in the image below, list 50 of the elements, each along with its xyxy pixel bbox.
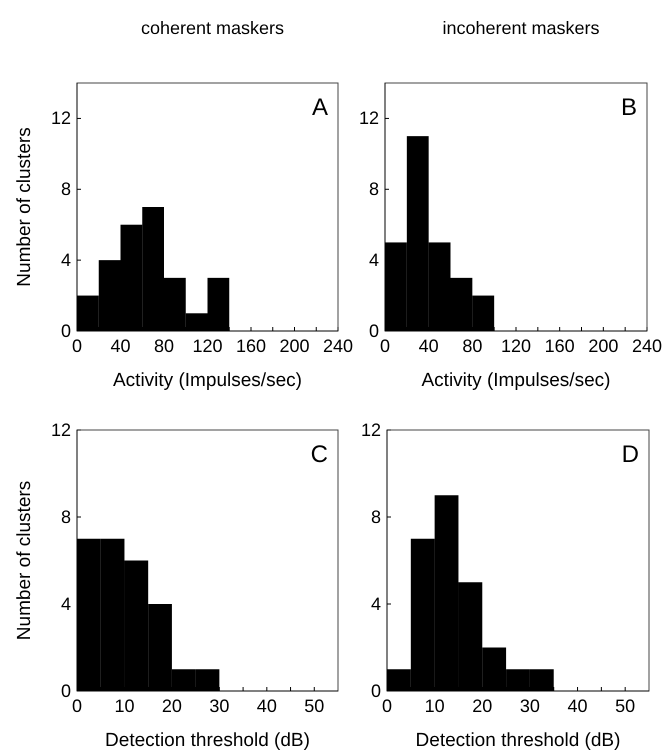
x-tick-label: 40	[256, 696, 277, 716]
x-tick-label: 40	[568, 696, 588, 716]
annotation: A	[312, 94, 328, 121]
x-tick-label: 80	[154, 336, 174, 356]
y-tick-label: 8	[60, 506, 71, 527]
x-tick-label: 20	[162, 696, 182, 716]
y-axis-title: Number of clusters	[14, 127, 35, 287]
y-tick-label: 12	[50, 108, 71, 128]
x-tick-label: 40	[110, 336, 131, 356]
x-tick-label: 160	[236, 336, 266, 356]
x-tick-label: 200	[279, 336, 310, 356]
x-tick-label: 120	[192, 336, 223, 356]
x-tick-label: 10	[424, 696, 445, 716]
y-tick-label: 12	[50, 420, 71, 440]
x-tick-label: 30	[209, 696, 230, 716]
x-tick-label: 50	[304, 696, 324, 716]
y-tick-label: 4	[60, 250, 71, 270]
x-tick-label: 160	[544, 336, 575, 356]
x-axis-title: Detection threshold (dB)	[105, 730, 310, 751]
y-tick-label: 4	[60, 594, 71, 614]
x-axis-title: Detection threshold (dB)	[416, 730, 620, 751]
y-tick-label: 8	[368, 179, 379, 200]
chart-title: incoherent maskers	[442, 18, 600, 38]
y-tick-label: 8	[370, 506, 381, 527]
y-tick-label: 0	[368, 320, 379, 341]
x-tick-label: 30	[520, 696, 540, 716]
y-tick-label: 0	[60, 680, 71, 701]
x-tick-label: 10	[114, 696, 134, 716]
y-tick-label: 8	[60, 179, 71, 200]
annotation: D	[622, 441, 639, 468]
annotation: C	[310, 441, 328, 468]
x-axis-title: Activity (Impulses/sec)	[422, 370, 610, 391]
x-tick-label: 20	[472, 696, 492, 716]
annotation: B	[620, 94, 637, 121]
x-tick-label: 40	[418, 336, 439, 356]
y-tick-label: 4	[368, 250, 379, 270]
x-tick-label: 80	[462, 336, 482, 356]
y-axis-title: Number of clusters	[14, 480, 35, 640]
y-tick-label: 4	[370, 594, 381, 614]
x-axis-title: Activity (Impulses/sec)	[113, 370, 302, 391]
x-tick-label: 120	[500, 336, 532, 356]
chart-title: coherent maskers	[140, 18, 284, 38]
y-tick-label: 12	[358, 108, 379, 128]
x-tick-label: 240	[632, 336, 662, 356]
x-tick-label: 50	[615, 696, 636, 716]
y-tick-label: 0	[60, 320, 71, 341]
x-tick-label: 200	[588, 336, 618, 356]
y-tick-label: 12	[360, 420, 381, 440]
x-tick-label: 240	[322, 336, 354, 356]
y-tick-label: 0	[370, 680, 381, 701]
